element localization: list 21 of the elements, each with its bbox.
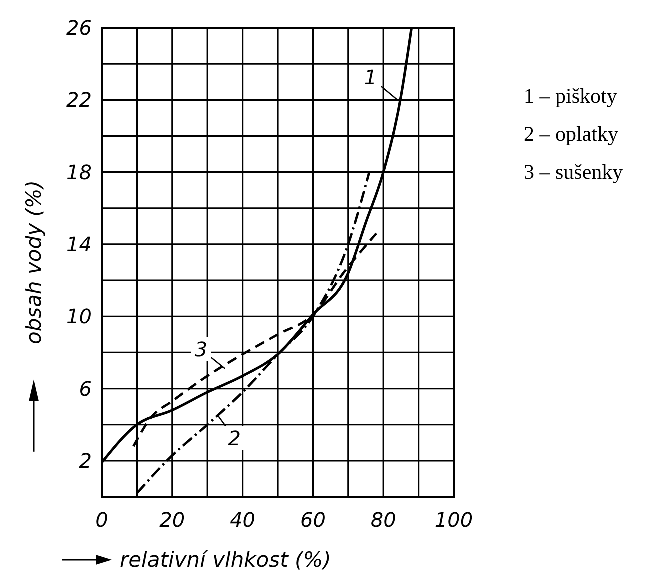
x-tick-label: 40 [230,508,256,532]
x-tick-label: 20 [160,508,186,532]
y-tick-label: 22 [66,88,92,112]
x-tick-label: 100 [434,508,474,532]
x-tick-label: 60 [300,508,326,532]
annotation: 3 [194,337,208,362]
y-tick-label: 26 [66,16,92,40]
x-tick-label: 80 [370,508,396,532]
text: 3 – sušenky [524,160,624,184]
y-tick-label: 2 [79,448,92,473]
y-tick-label: 18 [66,160,92,184]
y-tick-label: 6 [79,376,92,401]
text: 2 – oplatky [524,122,619,146]
y-axis-title: obsah vody (%) [22,180,46,345]
annotation: 1 [364,66,378,90]
annotation: 2 [228,426,242,450]
y-tick-label: 14 [66,232,92,256]
x-axis-title: relativní vlhkost (%) [120,548,332,572]
text: 1 – piškoty [524,84,618,108]
y-tick-label: 10 [66,304,92,329]
x-tick-label: 0 [96,508,108,532]
